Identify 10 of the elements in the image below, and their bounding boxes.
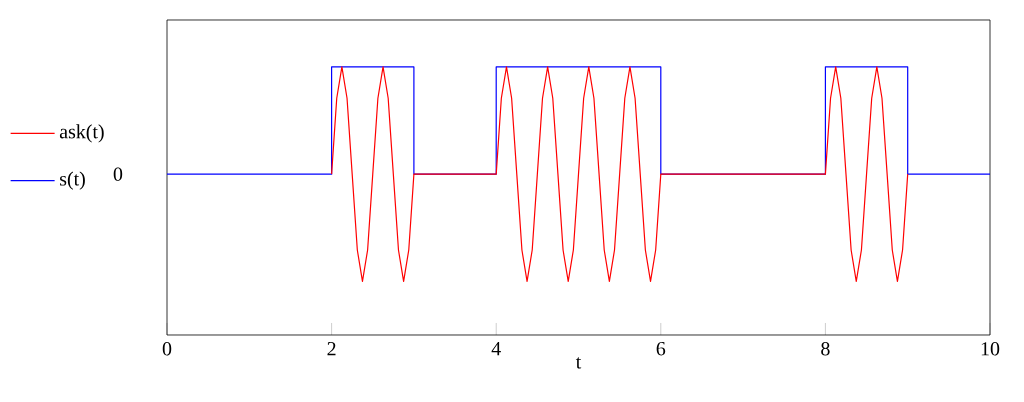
x-tick-label: 4 — [491, 342, 501, 356]
x-axis-title: t — [575, 357, 582, 369]
x-tick-label: 10 — [981, 342, 1000, 356]
legend-label: ask(t) — [59, 124, 104, 143]
x-tick-label: 2 — [327, 342, 336, 356]
legend-label: s(t) — [60, 171, 85, 190]
x-tick-label: 8 — [821, 342, 830, 356]
text: 0 — [113, 167, 123, 181]
x-tick-label: 6 — [656, 342, 666, 356]
x-tick-label: 0 — [162, 342, 172, 356]
